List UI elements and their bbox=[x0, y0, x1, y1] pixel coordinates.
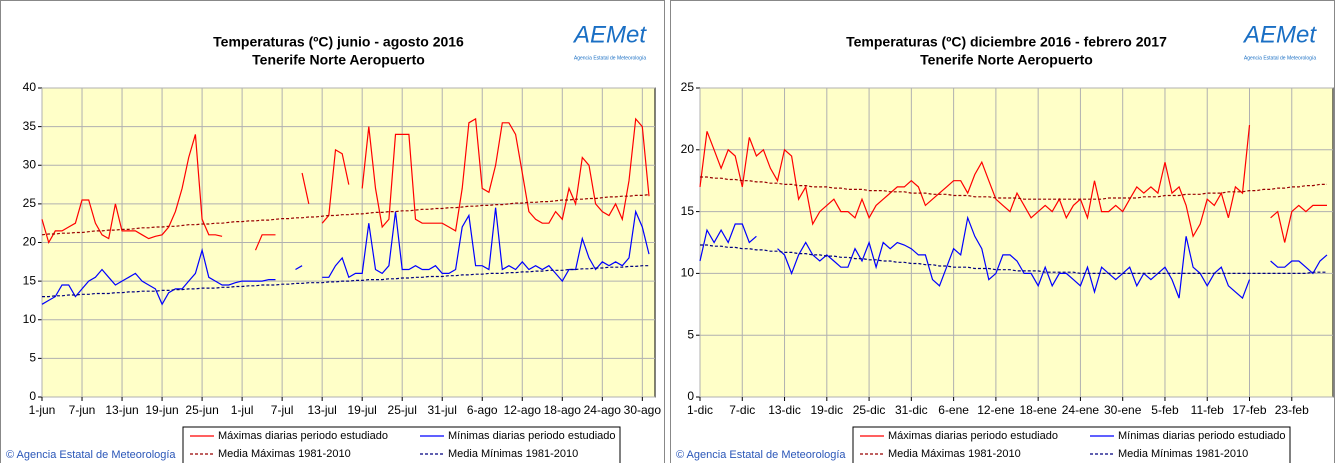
x-tick-label: 6-ene bbox=[938, 403, 969, 417]
x-tick-label: 18-ago bbox=[544, 403, 582, 417]
x-tick-label: 7-jul bbox=[271, 403, 294, 417]
x-tick-label: 23-feb bbox=[1275, 403, 1309, 417]
legend-label: Media Mínimas 1981-2010 bbox=[448, 448, 578, 460]
panel-border bbox=[0, 0, 665, 463]
y-tick-label: 25 bbox=[681, 80, 695, 94]
legend-label: Mínimas diarias periodo estudiado bbox=[1118, 430, 1286, 442]
y-tick-label: 30 bbox=[23, 157, 37, 171]
series-line bbox=[699, 125, 1327, 243]
x-tick-label: 17-feb bbox=[1232, 403, 1266, 417]
logo: AEMet bbox=[1242, 21, 1317, 48]
logo-subtitle: Agencia Estatal de Meteorología bbox=[574, 55, 646, 61]
x-tick-label: 25-dic bbox=[853, 403, 886, 417]
x-tick-label: 13-dic bbox=[768, 403, 801, 417]
y-tick-label: 5 bbox=[29, 351, 36, 365]
chart-title: Temperaturas (ºC) diciembre 2016 - febre… bbox=[846, 34, 1167, 50]
series-line bbox=[41, 207, 650, 306]
x-tick-label: 7-dic bbox=[729, 403, 755, 417]
x-tick-label: 30-ene bbox=[1104, 403, 1142, 417]
x-tick-label: 1-jul bbox=[231, 403, 254, 417]
x-tick-label: 13-jul bbox=[307, 403, 336, 417]
legend-box bbox=[852, 426, 1291, 463]
y-tick-label: 0 bbox=[29, 389, 36, 403]
logo: AEMet bbox=[572, 21, 647, 48]
series-line bbox=[42, 265, 649, 298]
x-tick-label: 19-jul bbox=[347, 403, 376, 417]
y-tick-label: 25 bbox=[23, 196, 37, 210]
x-tick-label: 18-ene bbox=[1019, 403, 1057, 417]
y-tick-label: 10 bbox=[681, 266, 695, 280]
plot-area bbox=[699, 87, 1334, 398]
series-line bbox=[41, 194, 650, 236]
footer: © Agencia Estatal de Meteorología bbox=[6, 449, 176, 461]
legend-label: Máximas diarias periodo estudiado bbox=[218, 430, 388, 442]
x-tick-label: 13-jun bbox=[105, 403, 138, 417]
legend-label: Media Mínimas 1981-2010 bbox=[1118, 448, 1248, 460]
legend-label: Mínimas diarias periodo estudiado bbox=[448, 430, 616, 442]
y-tick-label: 10 bbox=[23, 312, 37, 326]
x-tick-label: 30-ago bbox=[624, 403, 662, 417]
x-tick-label: 24-ago bbox=[584, 403, 622, 417]
series-line bbox=[699, 215, 1328, 300]
x-tick-label: 12-ene bbox=[977, 403, 1015, 417]
x-tick-label: 6-ago bbox=[467, 403, 498, 417]
legend-label: Media Máximas 1981-2010 bbox=[888, 448, 1021, 460]
series-line bbox=[700, 176, 1327, 200]
x-tick-label: 1-jun bbox=[29, 403, 56, 417]
legend-label: Media Máximas 1981-2010 bbox=[218, 448, 351, 460]
series-line bbox=[700, 244, 1327, 274]
x-tick-label: 1-dic bbox=[687, 403, 713, 417]
y-tick-label: 20 bbox=[23, 235, 37, 249]
x-tick-label: 25-jun bbox=[185, 403, 218, 417]
y-tick-label: 40 bbox=[23, 80, 37, 94]
y-tick-label: 15 bbox=[23, 273, 37, 287]
footer: © Agencia Estatal de Meteorología bbox=[676, 449, 846, 461]
x-tick-label: 19-jun bbox=[145, 403, 178, 417]
x-tick-label: 12-ago bbox=[504, 403, 542, 417]
x-tick-label: 7-jun bbox=[69, 403, 96, 417]
y-tick-label: 5 bbox=[687, 327, 694, 341]
logo-subtitle: Agencia Estatal de Meteorología bbox=[1244, 55, 1316, 61]
legend-label: Máximas diarias periodo estudiado bbox=[888, 430, 1058, 442]
x-tick-label: 31-dic bbox=[895, 403, 928, 417]
chart-subtitle: Tenerife Norte Aeropuerto bbox=[920, 52, 1093, 68]
y-tick-label: 20 bbox=[681, 142, 695, 156]
y-tick-label: 15 bbox=[681, 204, 695, 218]
y-tick-label: 35 bbox=[23, 119, 37, 133]
x-tick-label: 5-feb bbox=[1151, 403, 1179, 417]
x-tick-label: 19-dic bbox=[810, 403, 843, 417]
x-tick-label: 11-feb bbox=[1191, 403, 1224, 417]
series-line bbox=[41, 117, 650, 251]
x-tick-label: 24-ene bbox=[1062, 403, 1100, 417]
chart-title: Temperaturas (ºC) junio - agosto 2016 bbox=[213, 34, 464, 50]
legend-box bbox=[182, 426, 621, 463]
chart-subtitle: Tenerife Norte Aeropuerto bbox=[252, 52, 425, 68]
x-tick-label: 25-jul bbox=[388, 403, 417, 417]
x-tick-label: 31-jul bbox=[428, 403, 457, 417]
y-tick-label: 0 bbox=[687, 389, 694, 403]
